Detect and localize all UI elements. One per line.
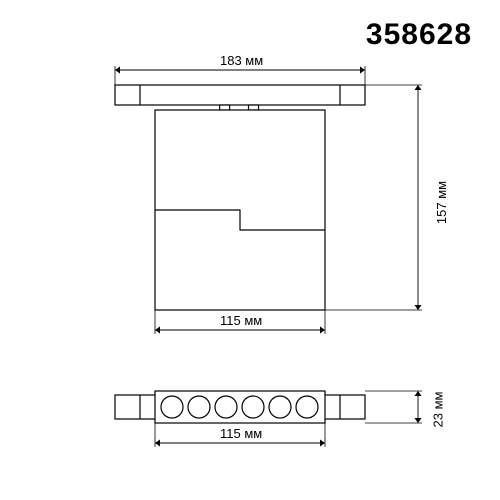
dim-body-height: 157 мм: [434, 181, 449, 224]
dim-bottom-width: 115 мм: [220, 426, 262, 441]
dim-body-width: 115 мм: [220, 313, 262, 328]
technical-drawing: 358628 183 мм 115 мм 157 мм 115 мм 23 мм: [0, 0, 500, 500]
dim-top-width: 183 мм: [220, 53, 263, 68]
dim-bottom-height: 23 мм: [430, 392, 445, 428]
drawing-svg: [0, 0, 500, 500]
